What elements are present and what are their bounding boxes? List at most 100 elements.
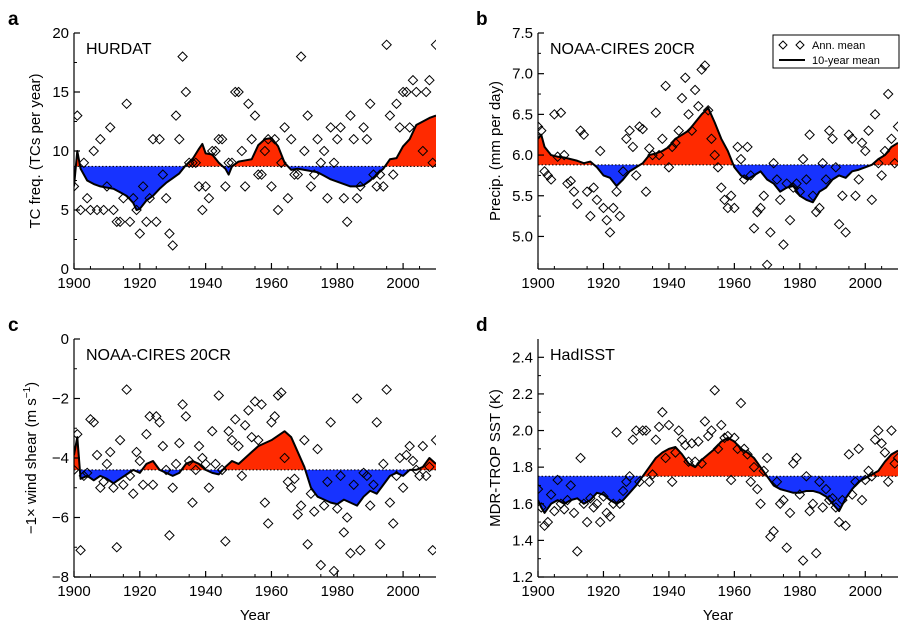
annual-mean-point: [95, 133, 106, 145]
annual-mean-point: [193, 440, 205, 452]
annual-mean-point: [735, 153, 747, 165]
annual-mean-point: [843, 449, 855, 460]
annual-mean-point: [78, 157, 90, 169]
x-tick-label: 1920: [123, 275, 156, 292]
annual-mean-point: [699, 416, 711, 427]
y-axis-label: MDR-TROP SST (K): [487, 389, 504, 527]
annual-mean-point: [118, 192, 129, 204]
annual-mean-point: [761, 452, 773, 464]
annual-mean-point: [679, 439, 691, 451]
annual-points: [538, 384, 898, 566]
annual-mean-point: [246, 431, 258, 443]
y-axis-label: Precip. (mm per day): [487, 81, 504, 221]
y-tick-label: 5.5: [512, 188, 533, 205]
annual-mean-point: [223, 425, 234, 437]
annual-mean-point: [361, 470, 373, 482]
annual-mean-point: [859, 474, 871, 486]
area-above-mean: [538, 134, 595, 165]
area-above-mean: [222, 431, 306, 470]
annual-mean-point: [91, 204, 103, 216]
annual-mean-point: [269, 133, 281, 145]
annual-mean-point: [882, 476, 894, 488]
annual-mean-point: [401, 86, 412, 98]
annual-mean-point: [285, 133, 297, 145]
annual-mean-point: [239, 419, 251, 431]
annual-mean-point: [765, 227, 776, 238]
annual-mean-point: [417, 145, 429, 157]
x-tick-label: 1980: [321, 275, 354, 292]
y-tick-label: 5: [61, 202, 69, 219]
annual-mean-point: [840, 227, 851, 238]
annual-mean-point: [206, 425, 218, 437]
annual-points: [538, 60, 898, 269]
legend-line-label: 10-year mean: [812, 55, 880, 67]
annual-mean-point: [742, 449, 753, 460]
annual-mean-point: [768, 157, 779, 169]
annual-mean-point: [266, 181, 277, 192]
x-tick-label: 2000: [849, 583, 882, 600]
x-tick-label: 1960: [718, 583, 751, 600]
annual-mean-point: [751, 483, 763, 495]
annual-mean-point: [98, 204, 109, 216]
annual-mean-point: [765, 531, 776, 543]
annual-mean-point: [279, 452, 290, 464]
annual-mean-point: [859, 145, 871, 157]
annual-mean-point: [725, 474, 737, 486]
x-tick-label: 1940: [652, 583, 685, 600]
y-tick-label: 1.6: [512, 496, 533, 513]
annual-mean-point: [315, 157, 327, 169]
x-tick-label: 1980: [783, 583, 816, 600]
annual-mean-point: [292, 509, 304, 520]
annual-mean-point: [702, 105, 714, 116]
annual-mean-point: [252, 434, 264, 446]
annual-mean-point: [384, 110, 396, 121]
annual-mean-point: [358, 122, 369, 133]
y-tick-label: 2.4: [512, 349, 533, 366]
annual-mean-point: [827, 492, 838, 504]
annual-mean-point: [549, 505, 560, 517]
annual-mean-point: [430, 434, 436, 446]
annual-mean-point: [150, 216, 162, 228]
annual-mean-point: [742, 141, 753, 153]
area-above-mean: [231, 138, 288, 167]
annual-mean-point: [338, 527, 350, 538]
area-below-mean: [305, 469, 410, 506]
annual-mean-point: [846, 133, 858, 145]
annual-mean-point: [177, 399, 188, 410]
annual-mean-point: [276, 157, 287, 169]
annual-mean-point: [81, 192, 93, 204]
annual-mean-point: [269, 411, 281, 422]
annual-mean-point: [170, 110, 182, 121]
x-axis-label: Year: [240, 607, 270, 624]
annual-mean-point: [371, 181, 383, 192]
annual-mean-point: [545, 174, 557, 185]
panel-letter: c: [8, 315, 19, 336]
x-tick-label: 1980: [783, 275, 816, 292]
panel-a: 0 5 10 15 20 1900 1920 1940 1960 1980 2000 a HURDAT T…: [8, 9, 436, 292]
y-tick-label: 10: [52, 143, 69, 160]
annual-mean-point: [348, 133, 360, 145]
annual-mean-point: [318, 500, 330, 511]
annual-mean-point: [892, 121, 898, 132]
annual-mean-point: [791, 452, 802, 464]
annual-mean-point: [588, 182, 599, 193]
annual-mean-point: [259, 145, 271, 157]
annual-mean-point: [111, 541, 123, 553]
annual-mean-point: [807, 190, 819, 202]
annual-mean-point: [78, 470, 90, 482]
area-below-mean: [287, 166, 385, 187]
annual-mean-point: [735, 397, 747, 409]
annual-mean-point: [74, 181, 80, 192]
annual-mean-point: [328, 565, 340, 577]
y-tick-label: 7.5: [512, 25, 533, 42]
annual-mean-point: [345, 547, 356, 559]
annual-mean-point: [846, 489, 858, 500]
annual-mean-point: [236, 470, 248, 482]
annual-mean-point: [348, 479, 360, 491]
panel-b: 5.0 5.5 6.0 6.5 7.0 7.5 1900 1920 1940 1960 1980 20…: [476, 9, 898, 292]
legend-box: [772, 34, 900, 69]
annual-mean-point: [784, 214, 796, 226]
annual-mean-point: [827, 133, 838, 145]
annual-mean-point: [696, 64, 707, 75]
annual-mean-point: [538, 483, 544, 495]
